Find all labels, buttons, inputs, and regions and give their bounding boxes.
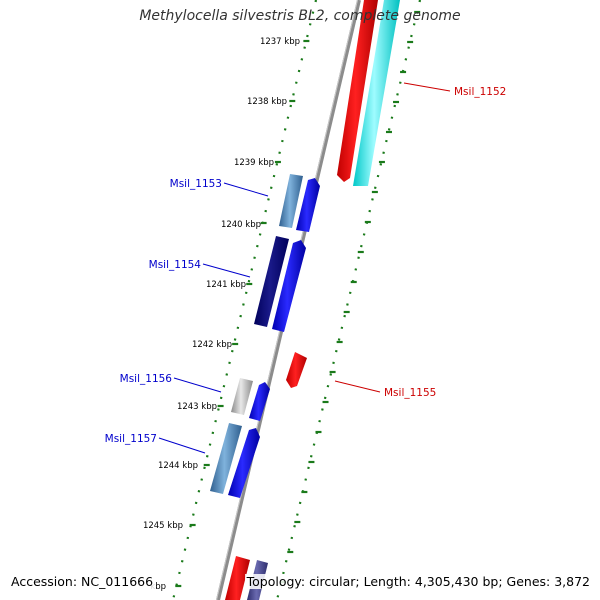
kbp-label-1237: 1237 kbp — [260, 37, 300, 47]
gene-msil-1157-blue[interactable] — [228, 428, 260, 498]
gene-label-msil-1153: Msil_1153 — [170, 178, 222, 190]
gene-label-msil-1156: Msil_1156 — [120, 373, 173, 385]
kbp-label-1238: 1238 kbp — [247, 97, 287, 107]
genome-title: Methylocella silvestris BL2, complete ge… — [139, 8, 461, 24]
gene-msil-1153-steel[interactable] — [279, 174, 303, 228]
gene-msil-1156-blue[interactable] — [249, 382, 270, 421]
kbp-label-1246-partial: kbp — [150, 582, 166, 592]
gene-label-msil-1155: Msil_1155 — [384, 387, 436, 399]
left-tick-guide — [171, 0, 318, 600]
gene-msil-1154-navy[interactable] — [254, 236, 289, 327]
kbp-label-1241: 1241 kbp — [206, 280, 246, 290]
topology-label: Topology: circular; Length: 4,305,430 bp… — [244, 574, 592, 589]
tick-marks — [175, 10, 421, 588]
kbp-label-1243: 1243 kbp — [177, 402, 217, 412]
gene-msil-1155[interactable] — [286, 352, 307, 388]
kbp-label-1242: 1242 kbp — [192, 340, 232, 350]
gene-msil-1154-blue[interactable] — [272, 240, 306, 332]
connector-msil-1153 — [223, 182, 269, 197]
kbp-label-1245: 1245 kbp — [143, 521, 183, 531]
gene-bottom-red[interactable] — [225, 556, 250, 600]
gene-label-msil-1154: Msil_1154 — [149, 259, 202, 271]
gene-msil-1152-cyan[interactable] — [353, 0, 400, 186]
gene-msil-1152-red[interactable] — [337, 0, 378, 182]
connector-msil-1154 — [202, 263, 251, 278]
gene-msil-1156-grey[interactable] — [231, 378, 253, 415]
gene-label-msil-1157: Msil_1157 — [105, 433, 157, 445]
gene-msil-1157-steel[interactable] — [210, 423, 242, 494]
right-tick-guide — [275, 0, 422, 600]
connector-msil-1157 — [158, 437, 206, 454]
kbp-label-1239: 1239 kbp — [234, 158, 274, 168]
connector-msil-1156 — [173, 377, 222, 393]
kbp-label-1240: 1240 kbp — [221, 220, 261, 230]
kbp-label-1244: 1244 kbp — [158, 461, 198, 471]
gene-msil-1153-blue[interactable] — [296, 178, 320, 232]
connector-msil-1152 — [403, 82, 451, 92]
accession-label: Accession: NC_011666 — [9, 574, 156, 589]
gene-label-msil-1152: Msil_1152 — [454, 86, 506, 98]
connector-msil-1155 — [334, 380, 381, 393]
